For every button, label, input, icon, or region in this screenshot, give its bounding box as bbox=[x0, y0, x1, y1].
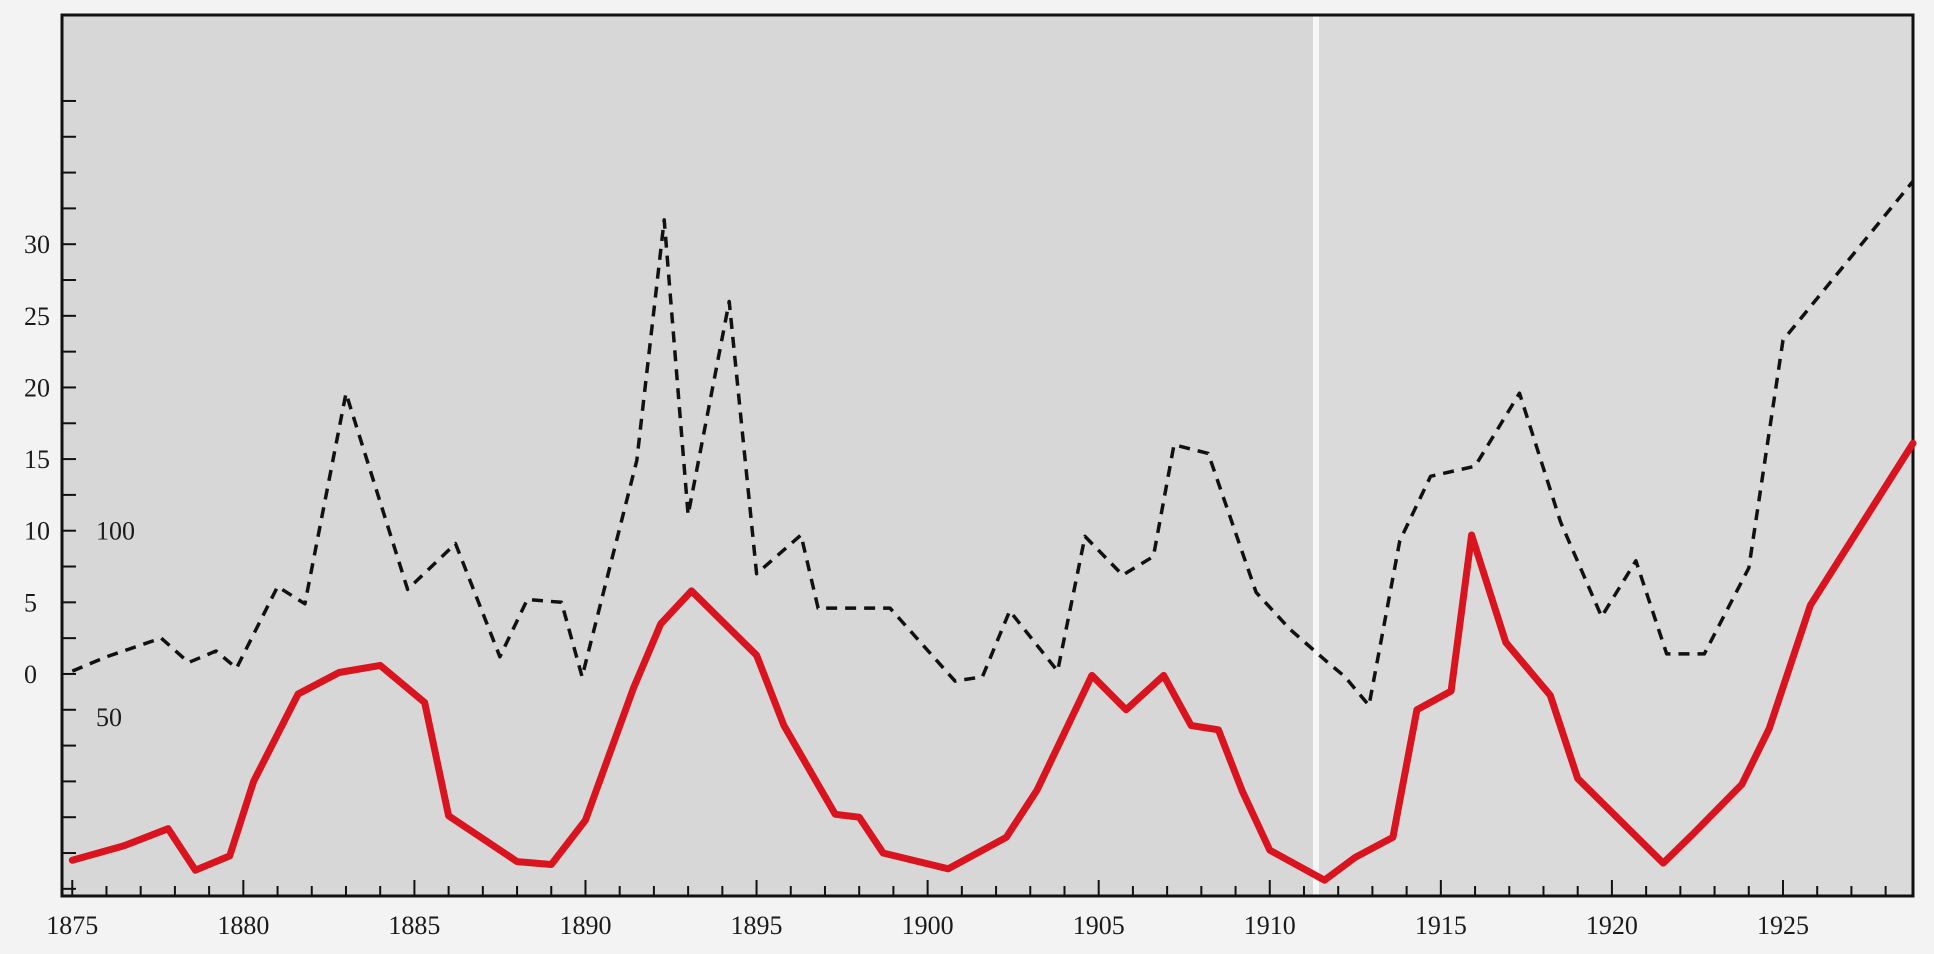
x-tick-label: 1905 bbox=[1073, 911, 1125, 940]
tick-labels: 1875 1880 1885 1890 1895 1900 1905 1910 1915 1920… bbox=[24, 230, 1809, 940]
x-tick-label: 1915 bbox=[1415, 911, 1467, 940]
x-tick-label: 1900 bbox=[902, 911, 954, 940]
y-tick-label: 30 bbox=[24, 230, 50, 259]
dashed-series-line bbox=[71, 180, 1915, 708]
red-series-line bbox=[68, 439, 1917, 884]
x-tick-label: 1885 bbox=[388, 911, 440, 940]
y-tick-label: 0 bbox=[24, 660, 37, 689]
series-layer bbox=[68, 180, 1917, 884]
y-tick-label: 5 bbox=[24, 588, 37, 617]
x-tick-label: 1925 bbox=[1757, 911, 1809, 940]
y-tick-label: 20 bbox=[24, 373, 50, 402]
y-tick-label: 15 bbox=[24, 445, 50, 474]
plot-frame bbox=[60, 13, 1915, 898]
plot-area-right-panel bbox=[1316, 15, 1913, 896]
x-tick-label: 1920 bbox=[1586, 911, 1638, 940]
x-tick-label: 1910 bbox=[1244, 911, 1296, 940]
y-tick-label: 10 bbox=[24, 517, 50, 546]
axis-ticks bbox=[62, 99, 1887, 896]
x-tick-label: 1875 bbox=[46, 911, 98, 940]
scale-label: 100 bbox=[96, 517, 135, 546]
x-tick-label: 1895 bbox=[731, 911, 783, 940]
x-tick-label: 1890 bbox=[559, 911, 611, 940]
y-tick-label: 25 bbox=[24, 302, 50, 331]
scale-label: 50 bbox=[96, 703, 122, 732]
x-tick-label: 1880 bbox=[217, 911, 269, 940]
